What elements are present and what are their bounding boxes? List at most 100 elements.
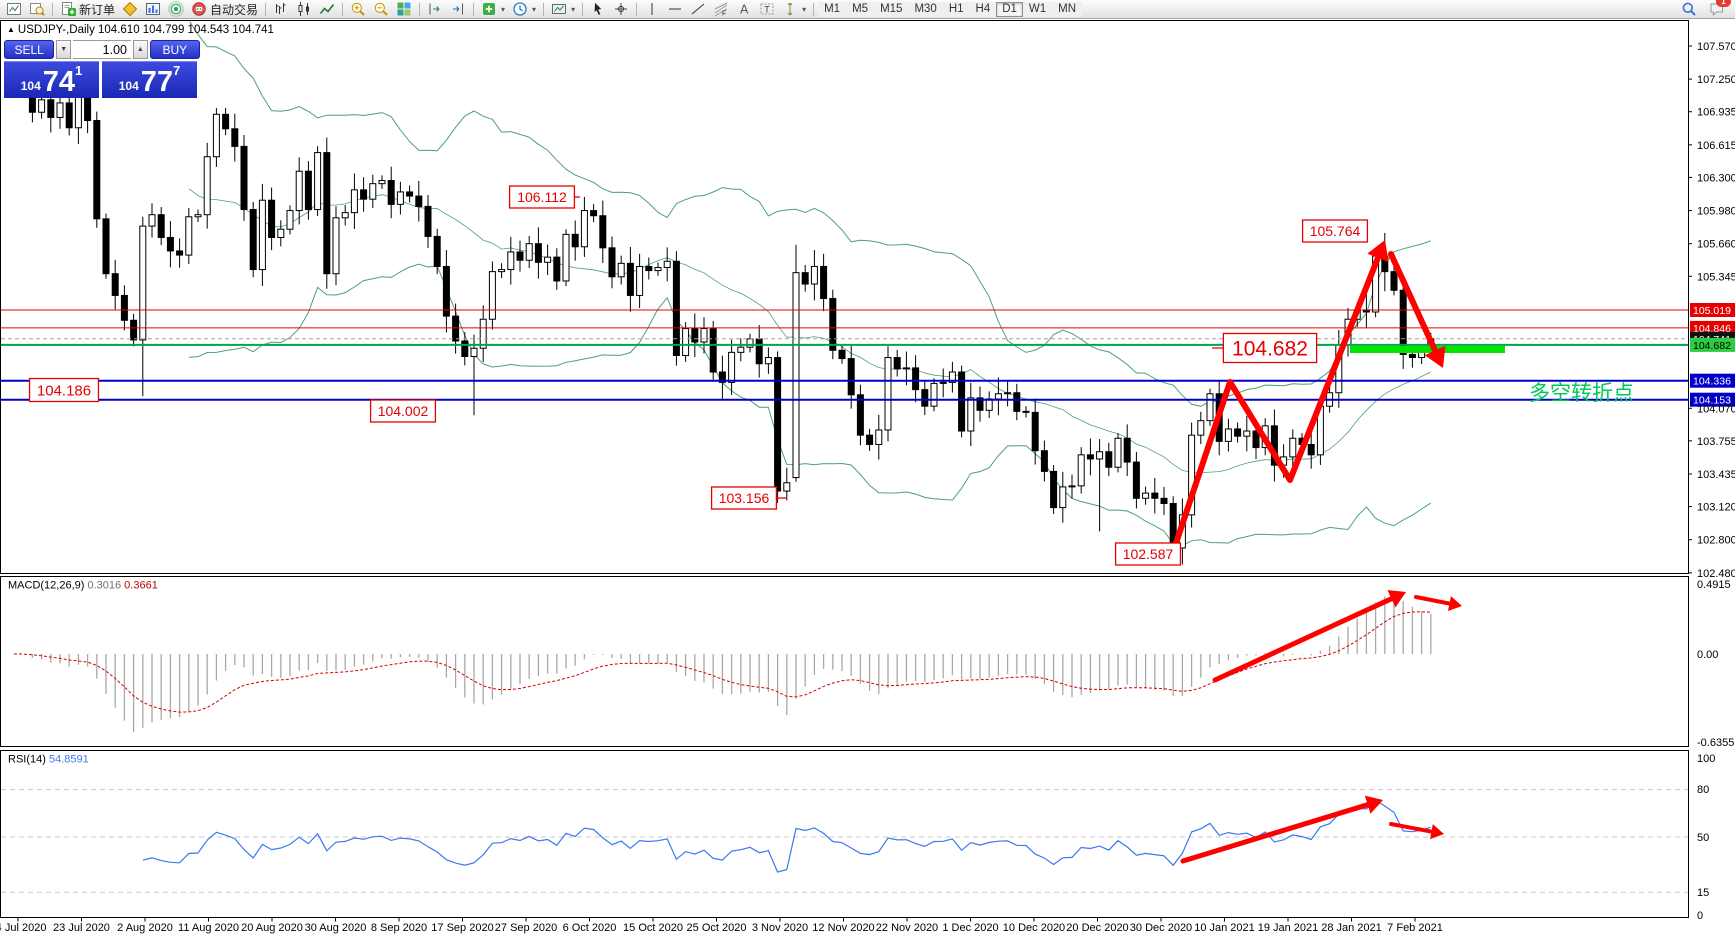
label-button[interactable]: T	[756, 1, 778, 18]
turning-point-label: 多空转折点	[1529, 382, 1634, 405]
line-chart-icon	[319, 1, 335, 17]
rsi-panel[interactable]	[0, 750, 1689, 918]
volume-increase-button[interactable]: ▲	[133, 40, 148, 59]
svg-text:11 Aug 2020: 11 Aug 2020	[178, 922, 239, 934]
strategy-tester-button[interactable]	[26, 1, 48, 18]
template-button[interactable]: ▾	[548, 1, 578, 18]
chart-shift-button[interactable]	[447, 1, 469, 18]
timeframe-button-d1[interactable]: D1	[996, 1, 1023, 17]
symbol-info: ▲ USDJPY-,Daily 104.610 104.799 104.543 1…	[7, 24, 274, 36]
toolbar-separator	[473, 2, 475, 16]
vertical-line-button[interactable]	[641, 1, 663, 18]
line-chart-button[interactable]	[316, 1, 338, 18]
auto-scroll-button[interactable]	[424, 1, 446, 18]
trend-arrow[interactable]	[1180, 795, 1383, 864]
timeframe-button-mn[interactable]: MN	[1052, 1, 1083, 17]
timeframe-button-m5[interactable]: M5	[846, 1, 875, 17]
candlestick-chart-button[interactable]	[293, 1, 315, 18]
sell-price-block[interactable]: 104 74 1	[4, 61, 99, 98]
svg-text:0: 0	[1697, 910, 1703, 922]
one-click-trading-panel: SELL ▼ ▲ BUY 104 74 1 104 77 7	[4, 40, 200, 98]
price-callout-102.587[interactable]: 102.587	[1114, 542, 1182, 566]
sell-price-sup: 1	[75, 63, 83, 78]
timeframe-button-w1[interactable]: W1	[1022, 1, 1053, 17]
price-callout-104.002[interactable]: 104.002	[369, 399, 437, 423]
chat-button[interactable]: 1	[1706, 0, 1731, 18]
timeframe-button-m1[interactable]: M1	[818, 1, 847, 17]
zoom-in-button[interactable]	[347, 1, 369, 18]
toolbar-separator	[52, 2, 53, 16]
macd-panel[interactable]	[0, 576, 1689, 747]
toolbar: 新订单 自动交易 ▾ ▾ ▾ F A T ▾ M1 M5 M15 M30 H1 H4 D1 W1 MN 1	[0, 0, 1735, 19]
svg-text:107.250: 107.250	[1697, 74, 1735, 86]
price-callout-104.186[interactable]: 104.186	[28, 377, 100, 403]
sell-button[interactable]: SELL	[4, 40, 55, 59]
trend-arrow[interactable]	[1414, 595, 1462, 612]
volume-input[interactable]	[73, 40, 131, 59]
tile-windows-button[interactable]	[393, 1, 415, 18]
timeframe-button-m15[interactable]: M15	[874, 1, 909, 17]
text-button[interactable]: A	[733, 1, 755, 18]
zoom-out-button[interactable]	[370, 1, 392, 18]
svg-text:106.615: 106.615	[1697, 140, 1735, 152]
toolbar-button-label: 自动交易	[210, 2, 259, 17]
trend-arrow[interactable]	[1170, 240, 1389, 555]
trend-arrow[interactable]	[1388, 251, 1446, 368]
chart-window-button[interactable]	[3, 1, 25, 18]
svg-text:103.120: 103.120	[1697, 502, 1735, 514]
dropdown-caret-icon[interactable]: ▾	[571, 4, 576, 14]
support-zone-bar[interactable]	[1350, 346, 1505, 353]
indicators-diamond-icon	[122, 1, 138, 17]
svg-text:80: 80	[1697, 784, 1709, 796]
svg-text:12 Nov 2020: 12 Nov 2020	[812, 922, 874, 934]
svg-text:105.660: 105.660	[1697, 239, 1735, 251]
svg-text:2 Aug 2020: 2 Aug 2020	[117, 922, 173, 934]
price-callout-103.156[interactable]: 103.156	[710, 486, 786, 510]
trend-arrow[interactable]	[1212, 590, 1406, 683]
trendline-button[interactable]	[687, 1, 709, 18]
dropdown-caret-icon[interactable]: ▾	[501, 4, 506, 14]
timeframe-button-h4[interactable]: H4	[969, 1, 997, 17]
search-button[interactable]	[1678, 1, 1700, 18]
svg-text:104.002: 104.002	[378, 403, 429, 419]
volume-decrease-button[interactable]: ▼	[56, 40, 71, 59]
strategy-tester-icon	[29, 1, 45, 17]
price-callout-104.682[interactable]: 104.682	[1212, 332, 1318, 364]
auto-trading-button[interactable]: 自动交易	[188, 1, 261, 18]
price-callout-106.112[interactable]: 106.112	[508, 185, 580, 209]
price-badge-104.153: 104.153	[1690, 392, 1735, 407]
market-watch-button[interactable]	[142, 1, 164, 18]
svg-text:107.570: 107.570	[1697, 41, 1735, 53]
svg-text:105.980: 105.980	[1697, 206, 1735, 218]
bar-chart-button[interactable]	[270, 1, 292, 18]
trend-arrow[interactable]	[1389, 822, 1444, 840]
fibonacci-button[interactable]: F	[710, 1, 732, 18]
cursor-button[interactable]	[587, 1, 609, 18]
indicators-diamond-button[interactable]	[119, 1, 141, 18]
main-chart-panel[interactable]	[0, 20, 1689, 574]
dropdown-caret-icon[interactable]: ▾	[802, 4, 807, 14]
label-icon: T	[759, 1, 775, 17]
arrows-button[interactable]: ▾	[779, 1, 809, 18]
buy-price-prefix: 104	[118, 79, 139, 93]
toolbar-separator	[543, 2, 545, 16]
zoom-out-icon	[373, 1, 389, 17]
period-button[interactable]: ▾	[509, 1, 539, 18]
collapse-icon[interactable]: ▲	[7, 25, 15, 34]
add-indicator-button[interactable]: ▾	[478, 1, 508, 18]
timeframe-button-m30[interactable]: M30	[908, 1, 943, 17]
crosshair-button[interactable]	[610, 1, 632, 18]
timeframe-button-h1[interactable]: H1	[942, 1, 970, 17]
buy-button[interactable]: BUY	[149, 40, 200, 59]
dropdown-caret-icon[interactable]: ▾	[532, 4, 537, 14]
svg-text:30 Aug 2020: 30 Aug 2020	[305, 922, 367, 934]
price-callout-105.764[interactable]: 105.764	[1301, 219, 1369, 243]
signals-button[interactable]	[165, 1, 187, 18]
buy-price-block[interactable]: 104 77 7	[102, 61, 197, 98]
toolbar-separator	[265, 2, 267, 16]
horizontal-line-button[interactable]	[664, 1, 686, 18]
svg-text:10 Jan 2021: 10 Jan 2021	[1194, 922, 1255, 934]
new-order-button[interactable]: 新订单	[57, 1, 118, 18]
